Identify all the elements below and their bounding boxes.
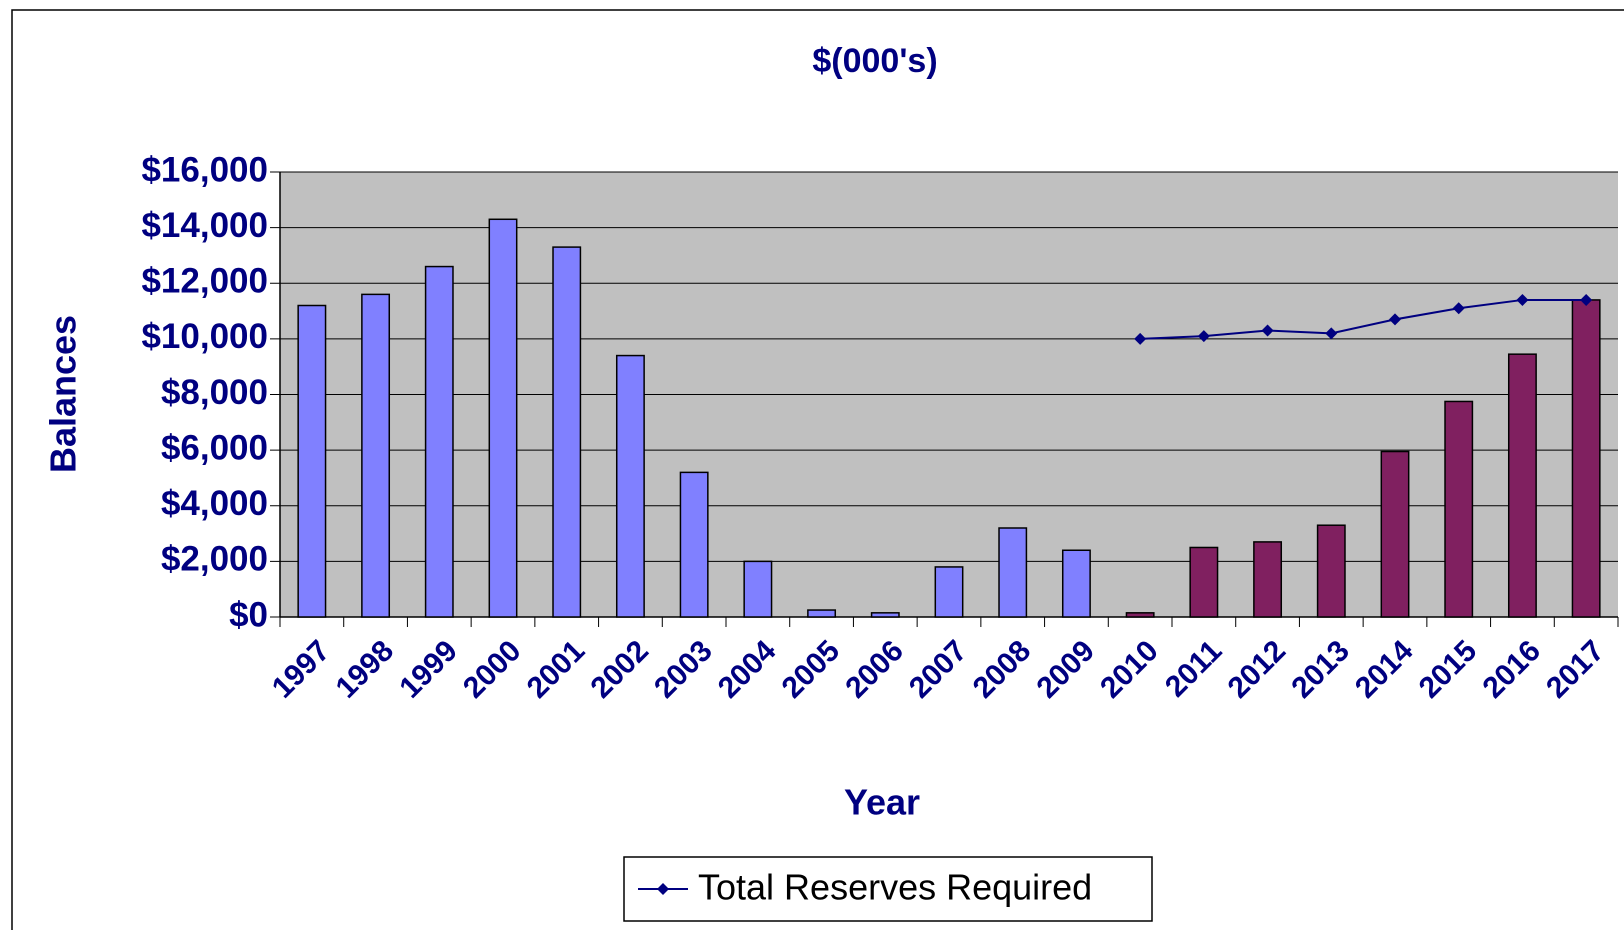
y-tick-label: $6,000: [161, 428, 268, 467]
line-marker: [1261, 324, 1274, 337]
bar: [1571, 299, 1601, 618]
legend-label: Total Reserves Required: [698, 867, 1092, 908]
bar: [615, 354, 645, 618]
bar: [807, 609, 837, 618]
chart-title: $(000's): [812, 42, 937, 80]
y-tick-label: $12,000: [141, 262, 268, 301]
bar: [743, 560, 773, 618]
bar: [934, 566, 964, 618]
bar: [679, 471, 709, 618]
bar: [1125, 612, 1155, 618]
bar: [552, 246, 582, 618]
bar: [488, 218, 518, 618]
line-marker: [1452, 302, 1465, 315]
x-axis-label: Year: [844, 782, 920, 823]
bar: [297, 304, 327, 618]
bar: [424, 265, 454, 618]
line-marker: [1580, 293, 1593, 306]
y-tick-label: $10,000: [141, 317, 268, 356]
y-tick-label: $8,000: [161, 373, 268, 412]
bar: [998, 527, 1028, 618]
y-tick-label: $2,000: [161, 540, 268, 579]
line-marker: [1389, 313, 1401, 326]
line-series: [1140, 298, 1587, 340]
y-tick-label: $4,000: [161, 484, 268, 523]
bar: [1444, 400, 1474, 618]
line-marker: [1325, 327, 1338, 340]
y-tick-label: $16,000: [141, 150, 268, 189]
line-marker: [1516, 293, 1529, 306]
y-tick-label: $14,000: [141, 206, 268, 245]
bar: [870, 612, 900, 618]
bar: [361, 293, 391, 618]
legend-marker: [657, 883, 669, 895]
bar: [1507, 353, 1537, 618]
legend-box: [623, 856, 1153, 922]
bar: [1061, 549, 1091, 618]
y-axis-label: Balances: [43, 315, 84, 473]
bar: [1316, 524, 1346, 618]
bar: [1253, 541, 1283, 618]
line-marker: [1197, 330, 1210, 343]
y-tick-label: $0: [229, 595, 268, 634]
bar: [1189, 546, 1219, 618]
bar: [1380, 450, 1410, 618]
line-marker: [1134, 332, 1147, 345]
